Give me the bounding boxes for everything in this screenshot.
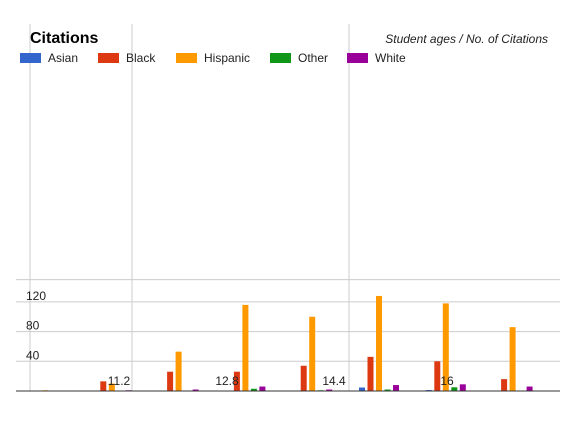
legend-swatch — [176, 53, 197, 63]
bar-hispanic — [442, 303, 449, 391]
bar-white — [393, 385, 399, 391]
bar-black — [501, 379, 508, 391]
bar-white — [192, 389, 199, 391]
bar-hispanic — [175, 351, 182, 391]
bar-black — [167, 371, 174, 391]
legend-label: Hispanic — [204, 51, 250, 65]
bar-hispanic — [242, 304, 249, 391]
bar-asian — [359, 387, 365, 391]
bar-hispanic — [309, 316, 316, 391]
bar-white — [259, 386, 266, 391]
y-tick-label: 120 — [26, 289, 46, 303]
legend-label: Asian — [48, 51, 78, 65]
bar-black — [367, 356, 374, 391]
chart-title: Citations — [30, 30, 99, 47]
y-tick-label: 40 — [26, 348, 40, 362]
x-tick-label: 12.8 — [215, 374, 239, 388]
legend-item-black: Black — [98, 51, 156, 65]
x-tick-label: 14.4 — [322, 374, 346, 388]
legend-swatch — [270, 53, 291, 63]
legend-label: White — [375, 51, 406, 65]
legend-label: Black — [126, 51, 156, 65]
x-tick-label: 11.2 — [108, 374, 131, 388]
bar-hispanic — [108, 383, 115, 391]
bar-hispanic — [376, 295, 382, 391]
bar-white — [526, 386, 533, 391]
legend: Asian Black Hispanic Other White — [20, 51, 406, 65]
bar-black — [300, 365, 307, 391]
bar-other — [384, 389, 391, 391]
bar-other — [451, 387, 458, 391]
legend-item-asian: Asian — [20, 51, 78, 65]
bar-black — [100, 381, 107, 391]
legend-item-white: White — [347, 51, 406, 65]
legend-swatch — [20, 53, 41, 63]
legend-item-hispanic: Hispanic — [176, 51, 250, 65]
y-tick-label: 80 — [26, 319, 40, 333]
legend-label: Other — [298, 51, 328, 65]
legend-swatch — [347, 53, 368, 63]
y-axis-ticks: 40 80 120 — [26, 289, 46, 362]
chart-subtitle: Student ages / No. of Citations — [385, 32, 548, 46]
legend-item-other: Other — [270, 51, 328, 65]
legend-swatch — [98, 53, 119, 63]
x-axis-ticks: 11.2 12.8 14.4 16 — [108, 374, 454, 388]
gridlines — [16, 24, 560, 391]
bar-white — [326, 389, 333, 391]
bar-black — [233, 371, 240, 391]
bar-white — [459, 384, 466, 391]
bar-hispanic — [509, 327, 516, 391]
x-tick-label: 16 — [440, 374, 454, 388]
bar-black — [434, 361, 441, 391]
bar-series — [42, 295, 533, 391]
bar-other — [250, 388, 257, 391]
